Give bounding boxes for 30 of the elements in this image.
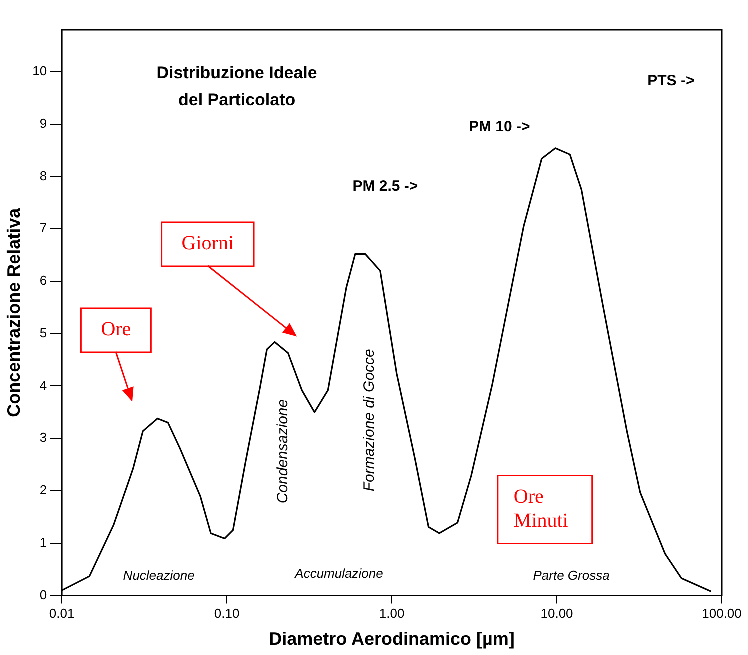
y-axis-title: Concentrazione Relativa [4, 207, 24, 418]
annotation: Ore Minuti [514, 486, 569, 532]
y-tick-label: 3 [40, 430, 48, 446]
x-axis-title: Diametro Aerodinamico [µm] [269, 629, 515, 650]
y-tick-label: 7 [40, 220, 48, 236]
annotation: Parte Grossa [533, 568, 610, 584]
y-tick-label: 4 [40, 378, 48, 393]
annotation: PM 2.5 -> [352, 178, 418, 195]
y-tick-label: 9 [40, 116, 48, 131]
y-tick-label: 2 [40, 482, 48, 498]
annotation: Giorni [182, 232, 234, 255]
text: Distribuzione Ideale del Particolato [156, 64, 318, 110]
x-tick-label: 0.01 [49, 606, 75, 622]
annotation: Formazione di Gocce [360, 349, 378, 492]
y-tick-label: 10 [32, 63, 48, 78]
annotation: PM 10 -> [468, 118, 530, 136]
x-tick-label: 10.00 [540, 606, 574, 622]
annotation: Condensazione [274, 399, 292, 504]
y-tick-label: 1 [40, 534, 48, 550]
x-tick-label: 0.10 [214, 606, 240, 622]
y-tick-label: 5 [40, 325, 48, 340]
y-tick-label: 0 [40, 587, 48, 602]
x-tick-label: 1.00 [379, 606, 405, 622]
x-tick-label: 100.00 [702, 606, 742, 622]
y-tick-label: 8 [40, 168, 48, 184]
annotation: Accumulazione [294, 566, 384, 581]
y-tick-label: 6 [40, 273, 48, 288]
annotation: PTS -> [648, 72, 695, 90]
annotation: Nucleazione [123, 568, 195, 584]
annotation: Ore [101, 318, 132, 341]
